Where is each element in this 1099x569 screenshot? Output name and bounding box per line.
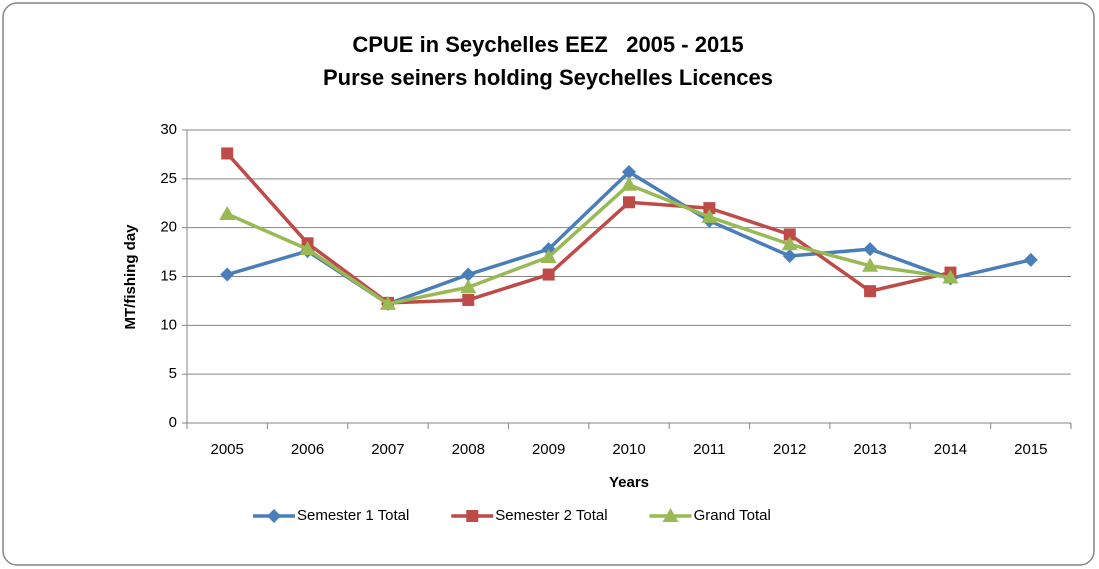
marker [621,176,637,191]
y-axis-title: MT/fishing day [122,224,139,330]
marker [862,257,879,272]
marker [466,510,479,522]
legend-label: Grand Total [694,507,771,524]
x-tick-label: 2011 [693,441,725,458]
marker [783,228,796,241]
y-tick-label: 5 [169,365,177,382]
x-tick-label: 2005 [210,441,243,458]
x-tick-label: 2015 [1014,441,1047,458]
marker [462,293,475,306]
y-tick-label: 30 [160,121,177,138]
marker [542,268,555,281]
x-tick-label: 2014 [934,441,967,458]
x-tick-label: 2007 [371,441,404,458]
y-tick-label: 15 [160,267,177,284]
legend-label: Semester 1 Total [297,507,409,524]
legend-label: Semester 2 Total [495,507,607,524]
marker [461,267,476,282]
marker [540,248,557,263]
marker [781,236,798,251]
x-tick-label: 2009 [532,441,565,458]
x-tick-label: 2010 [612,441,645,458]
marker [379,295,396,310]
marker [460,279,477,294]
marker [299,241,316,256]
x-axis-title: Years [609,474,649,491]
marker [864,285,877,298]
x-tick-label: 2012 [773,441,806,458]
x-tick-label: 2006 [291,441,324,458]
marker [220,267,235,282]
marker [703,202,716,215]
series-line [225,152,951,305]
marker [221,147,234,160]
series-line [226,182,951,306]
marker [942,269,959,284]
marker [623,196,635,209]
marker [267,509,281,523]
y-tick-label: 25 [160,170,177,187]
chart-title: CPUE in Seychelles EEZ 2005 - 2015 [352,32,743,57]
marker [1023,252,1038,267]
chart-subtitle: Purse seiners holding Seychelles Licence… [323,65,773,90]
marker [782,248,797,263]
y-tick-label: 10 [160,316,177,333]
marker [662,508,679,522]
y-tick-label: 20 [160,219,177,236]
y-tick-label: 0 [169,414,177,431]
marker [219,205,236,220]
marker [701,208,718,223]
marker [622,164,636,179]
x-tick-label: 2013 [853,441,886,458]
marker [863,242,878,257]
x-tick-label: 2008 [452,441,485,458]
